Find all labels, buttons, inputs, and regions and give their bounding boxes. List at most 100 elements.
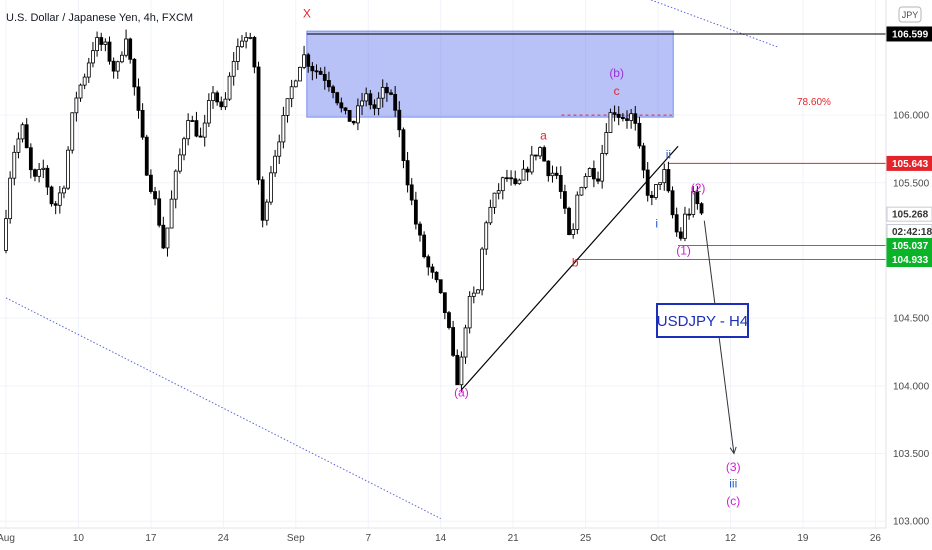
channel-lines — [5, 0, 779, 519]
chart-label-box — [656, 303, 749, 338]
candle-body — [339, 102, 344, 109]
candle-body — [546, 160, 551, 177]
time-axis-labels: Aug 10 17 24 Sep 7 14 21 25 Oct 12 19 26 — [0, 533, 881, 544]
time-tick-label: 26 — [870, 533, 882, 544]
candle-body — [177, 154, 182, 172]
currency-badge-box — [898, 6, 922, 23]
price-tag-green-level-lower — [886, 252, 932, 268]
candle-body — [509, 177, 513, 180]
time-tick-label: 17 — [145, 533, 157, 544]
wave-label: ii — [666, 147, 671, 161]
candle-body — [264, 201, 269, 221]
price-tag-text: 106.599 — [892, 29, 929, 40]
candle-body — [687, 213, 691, 216]
candle-body — [240, 40, 244, 48]
wave-label: c — [614, 84, 620, 98]
candle-body — [4, 218, 8, 251]
candle-body — [157, 198, 162, 226]
candle-body — [476, 289, 480, 294]
candle-body — [629, 113, 634, 121]
candle-body — [376, 97, 381, 109]
price-tag-text: 105.268 — [892, 210, 929, 221]
candle-body — [567, 207, 571, 235]
candle-body — [554, 172, 559, 176]
candle-body — [74, 97, 79, 114]
price-tick-label: 105.500 — [893, 178, 930, 189]
candle-body — [327, 80, 331, 88]
candle-body — [252, 37, 257, 68]
candle-body — [115, 61, 120, 72]
candle-body — [49, 186, 54, 205]
time-axis[interactable] — [0, 528, 932, 550]
candle-body — [641, 145, 646, 171]
candle-body — [480, 248, 485, 291]
candle-body — [645, 169, 650, 196]
fib-label: 78.60% — [797, 97, 831, 108]
price-tick-label: 106.000 — [893, 111, 930, 122]
time-tick-label: 14 — [435, 533, 447, 544]
candle-body — [413, 199, 418, 225]
candle-body — [182, 138, 186, 156]
candle-body — [587, 168, 592, 177]
candle-body — [571, 229, 576, 235]
supply-zone-rect — [306, 30, 674, 118]
candle-body — [169, 198, 174, 229]
wave-label: b — [572, 256, 579, 270]
candle-body — [335, 92, 340, 104]
candle-body — [331, 86, 335, 94]
price-tick-label: 103.500 — [893, 449, 930, 460]
candle-body — [95, 37, 99, 52]
candle-body — [194, 120, 199, 137]
candle-body — [314, 70, 319, 73]
candle-body — [136, 86, 141, 111]
candle-body — [513, 178, 518, 185]
wave-label: a — [540, 128, 547, 142]
candle-body — [111, 60, 116, 72]
candle-body — [447, 312, 451, 328]
chart-label: USDJPY - H4 — [656, 303, 749, 338]
candle-body — [451, 327, 456, 356]
time-tick-label: 19 — [797, 533, 809, 544]
candle-body — [662, 169, 667, 184]
candle-body — [534, 154, 538, 157]
candle-body — [422, 234, 427, 258]
candle-body — [206, 100, 211, 124]
candle-body — [488, 206, 493, 224]
candle-body — [384, 86, 389, 94]
candle-body — [256, 66, 261, 181]
candle-body — [455, 354, 460, 386]
candle-body — [318, 70, 323, 75]
candle-body — [380, 86, 385, 99]
time-tick-label: 24 — [218, 533, 230, 544]
price-tick-label: 103.000 — [893, 517, 930, 528]
candle-body — [393, 93, 398, 111]
candle-body — [596, 178, 600, 182]
wave-label: X — [303, 7, 311, 21]
candle-body — [670, 190, 675, 216]
candle-body — [215, 92, 220, 103]
price-axis-labels: 106.000 105.500 104.500 104.000 103.500 103.0… — [893, 111, 930, 528]
candle-body — [343, 107, 348, 111]
candle-body — [521, 168, 526, 181]
candle-body — [699, 203, 704, 214]
candle-body — [66, 149, 70, 189]
candle-body — [269, 172, 273, 203]
candle-body — [579, 186, 584, 196]
wave-label: (3) — [726, 460, 741, 474]
candle-body — [430, 266, 435, 273]
candle-body — [355, 105, 360, 124]
candle-body — [550, 172, 555, 177]
currency-badge[interactable]: JPY — [898, 6, 922, 23]
candle-body — [45, 167, 50, 188]
candle-body — [484, 222, 489, 250]
candle-body — [41, 167, 46, 170]
candle-body — [426, 256, 431, 268]
candle-body — [273, 155, 278, 174]
symbol-title[interactable]: U.S. Dollar / Japanese Yen, 4h, FXCM — [6, 12, 193, 24]
time-tick-label: 25 — [580, 533, 592, 544]
candle-body — [277, 141, 282, 157]
candle-body — [691, 191, 696, 215]
candle-body — [591, 168, 596, 180]
